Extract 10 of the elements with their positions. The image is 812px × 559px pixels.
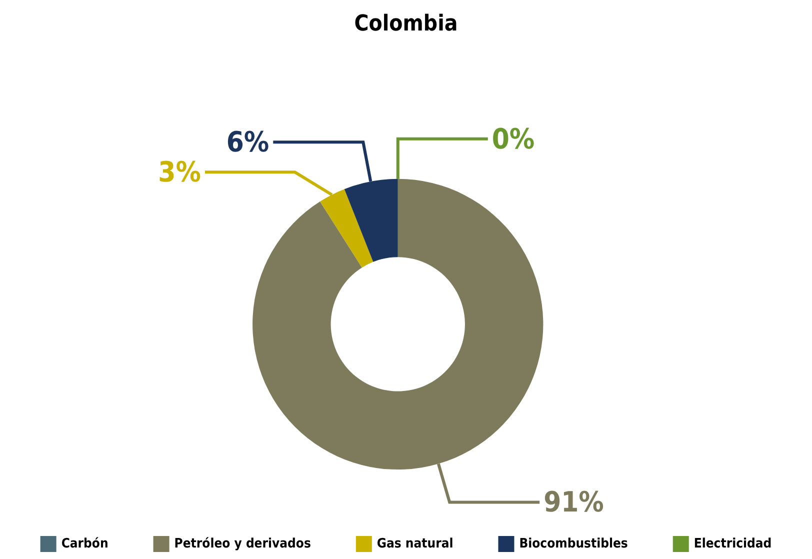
- legend-label: Electricidad: [694, 536, 772, 552]
- legend-label: Petróleo y derivados: [174, 536, 311, 552]
- data-label: 91%: [544, 486, 604, 519]
- data-label: 6%: [226, 126, 270, 159]
- legend-label: Gas natural: [376, 536, 454, 552]
- chart-title: Colombia: [354, 12, 458, 36]
- data-label: 3%: [158, 156, 201, 189]
- legend-label: Carbón: [61, 536, 108, 552]
- text: 0%: [492, 122, 535, 156]
- legend-label: Biocombustibles: [519, 536, 628, 552]
